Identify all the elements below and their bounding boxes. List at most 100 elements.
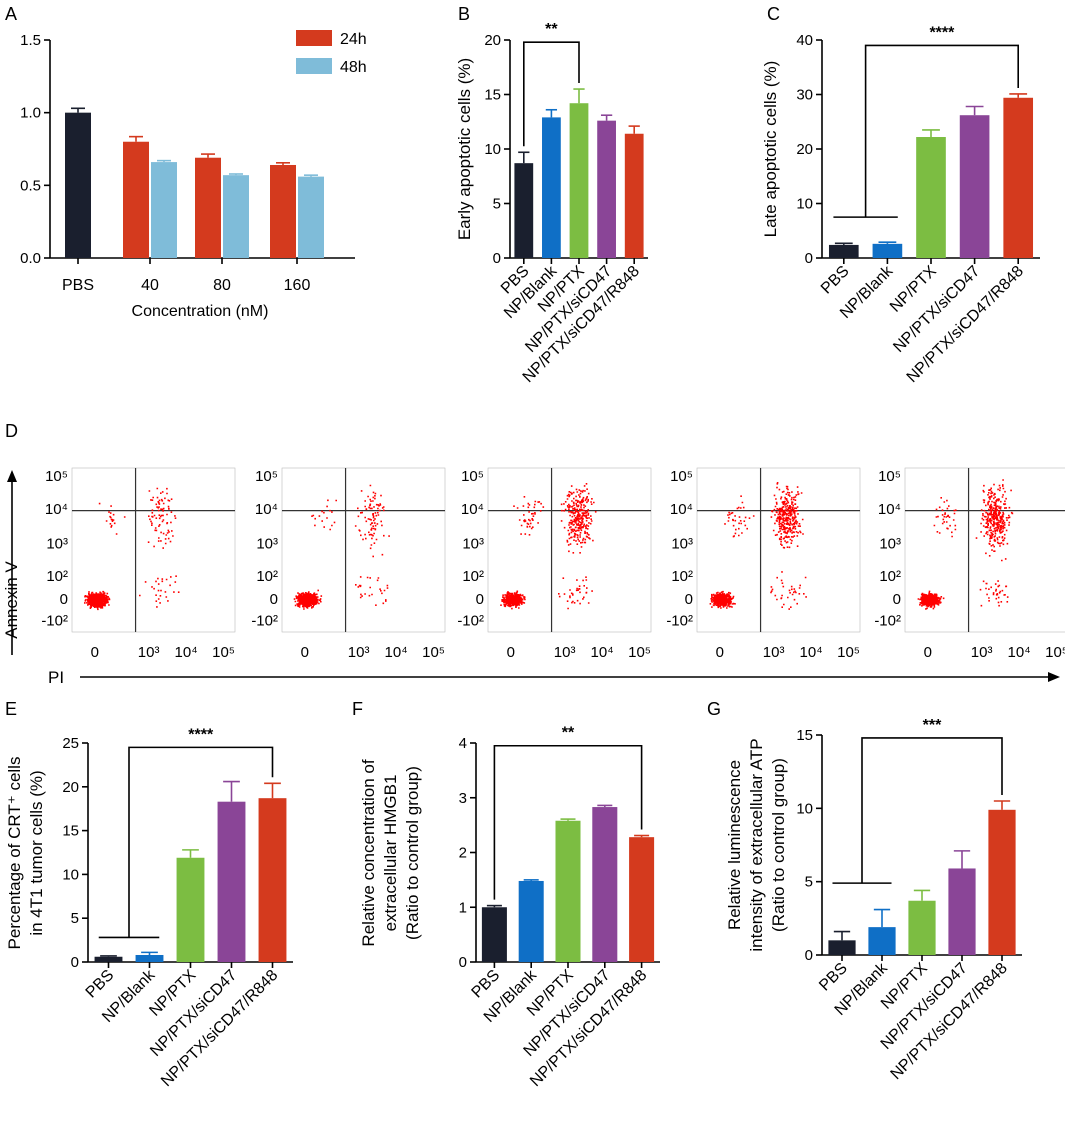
x-tick-label: 0 [507,644,515,661]
panel-b-y-tick-label: 10 [484,141,501,158]
bar [828,244,859,258]
panel-f-y-tick-label: 3 [459,790,467,807]
y-tick-label: -10² [251,613,278,630]
panel-g-y-tick-label: 0 [805,947,813,964]
x-tick-label: 10³ [348,644,370,661]
y-tick-label: 10³ [256,535,278,552]
significance-label: **** [929,24,955,41]
y-axis-label: in 4T1 tumor cells (%) [27,770,46,935]
bar [555,820,581,962]
bar [217,801,246,962]
bar [258,798,287,962]
y-tick-label: -10² [874,613,901,630]
y-tick-label: 10³ [46,535,68,552]
x-tick-label: 0 [924,644,932,661]
scatter-frame [904,467,1065,633]
scatter-frame [696,467,861,633]
x-tick-label: 10⁵ [422,644,445,661]
y-axis-label: Relative luminescence [725,760,744,930]
annexin-arrowhead [7,470,17,482]
panel-label: A [5,4,17,24]
bar [569,103,589,258]
y-tick-label: 10⁴ [461,501,484,518]
panel-e: E0510152025PBSNP/BlankNP/PTXNP/PTX/siCD4… [5,699,293,1090]
panel-label: F [352,699,363,719]
x-tick-label: 10³ [971,644,993,661]
bar [518,880,544,962]
x-tick-label: 10⁵ [212,644,235,661]
panel-a-bar [270,164,296,258]
panel-a-bar [151,162,177,258]
significance-label: ** [562,725,575,742]
panel-c-y-tick-label: 0 [805,250,813,267]
bar [828,940,856,955]
y-tick-label: -10² [666,613,693,630]
legend-swatch [296,58,332,74]
significance-label: **** [188,726,214,743]
bar [1003,97,1034,259]
y-tick-label: 10² [462,568,484,585]
bar [629,837,655,962]
panel-label: G [707,699,721,719]
significance-label: ** [545,21,558,38]
panel-f-y-tick-label: 1 [459,899,467,916]
y-tick-label: -10² [41,613,68,630]
bar [908,900,936,955]
bar [959,115,990,259]
panel-f: F01234PBSNP/BlankNP/PTXNP/PTX/siCD47NP/P… [352,699,660,1090]
x-tick-label: 10⁵ [628,644,651,661]
y-tick-label: 10³ [462,535,484,552]
panel-a-x-tick-label: PBS [62,277,94,294]
panel-a-x-tick-label: 40 [141,277,159,294]
x-tick-label: 0 [301,644,309,661]
x-tick-label: 10³ [763,644,785,661]
scatter-plot: 10⁵ 10⁴ 10³ 10² 0 -10² 0 10³ 10⁴ 10⁵ [251,467,446,661]
panel-c-y-tick-label: 10 [796,196,813,213]
bar [135,954,164,962]
x-tick-label: PBS [83,967,118,1002]
bar [94,956,123,962]
y-tick-label: 0 [476,591,484,608]
y-tick-label: 10⁴ [255,501,278,518]
panel-a-bar [298,176,324,258]
legend-label: 24h [340,31,367,48]
y-axis-label: intensity of extracellular ATP [747,738,766,951]
bar [597,120,616,258]
y-tick-label: 0 [685,591,693,608]
x-tick-label: 10⁴ [591,644,614,661]
y-axis-label: Percentage of CRT⁺ cells [5,757,24,950]
panel-b-y-tick-label: 5 [493,196,501,213]
bar [948,868,976,955]
y-tick-label: 10² [46,568,68,585]
x-tick-label: PBS [816,960,851,995]
bar [868,927,896,955]
scatter-points [709,482,807,610]
scatter-plot: 10⁵ 10⁴ 10³ 10² 0 -10² 0 10³ 10⁴ 10⁵ [666,467,861,661]
panel-label: C [767,4,780,24]
x-tick-label: 10⁴ [175,644,198,661]
panel-a-y-tick-label: 0.5 [20,177,41,194]
y-tick-label: 10² [671,568,693,585]
scatter-plot: 10⁵ 10⁴ 10³ 10² 0 -10² 0 10³ 10⁴ 10⁵ [874,467,1065,661]
y-axis-label: extracellular HMGB1 [381,775,400,932]
significance-label: *** [923,717,942,734]
panel-a-bar [123,141,149,258]
significance-bracket [864,44,1020,218]
x-axis-label: PI [48,668,64,687]
bar [988,809,1016,955]
panel-label: D [5,421,18,441]
x-tick-label: 10³ [138,644,160,661]
panel-c-y-tick-label: 20 [796,141,813,158]
panel-c-y-tick-label: 30 [796,87,813,104]
y-tick-label: 10⁵ [670,468,693,485]
y-axis-label: (Ratio to control group) [403,766,422,940]
bar [872,243,903,258]
y-tick-label: 0 [270,591,278,608]
y-tick-label: 10⁴ [878,501,901,518]
significance-bracket [128,746,274,938]
x-tick-label: PBS [818,263,853,298]
panel-g-y-tick-label: 10 [796,800,813,817]
y-tick-label: 0 [60,591,68,608]
bar [481,907,507,962]
